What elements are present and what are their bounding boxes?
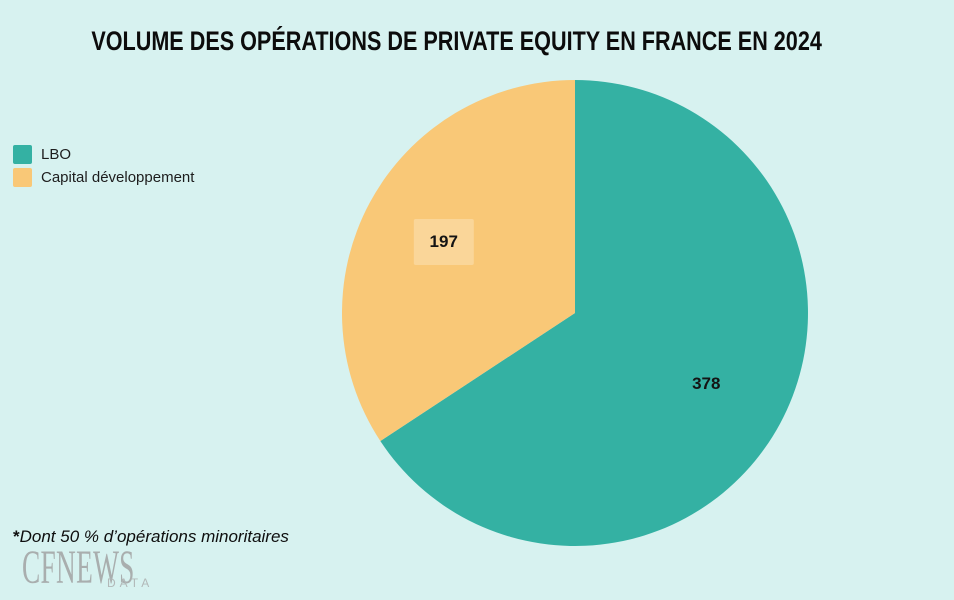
- cfnews-logo-text: CFNEWS: [22, 541, 135, 594]
- cfnews-data-logo: CFNEWS DATA: [22, 541, 182, 594]
- legend-swatch-capital-developpement: [13, 168, 32, 187]
- pie-chart: [341, 80, 808, 546]
- legend-item-lbo: LBO: [13, 145, 194, 164]
- legend-label-lbo: LBO: [41, 146, 72, 163]
- footnote-asterisk: *: [13, 527, 20, 546]
- legend-item-capital-developpement: Capital développement: [13, 168, 194, 187]
- legend: LBO Capital développement: [13, 145, 194, 191]
- slice-value-label: 378: [692, 373, 721, 393]
- page-title: VOLUME DES OPÉRATIONS DE PRIVATE EQUITY …: [0, 0, 954, 57]
- footnote: *Dont 50 % d’opérations minoritaires: [13, 527, 289, 547]
- slice-value-label: 197: [413, 219, 474, 266]
- footnote-text: Dont 50 % d’opérations minoritaires: [19, 527, 289, 546]
- cfnews-logo-data-text: DATA: [107, 576, 154, 590]
- legend-swatch-lbo: [13, 145, 32, 164]
- page-title-text: VOLUME DES OPÉRATIONS DE PRIVATE EQUITY …: [91, 26, 822, 56]
- legend-label-capital-developpement: Capital développement: [41, 169, 195, 186]
